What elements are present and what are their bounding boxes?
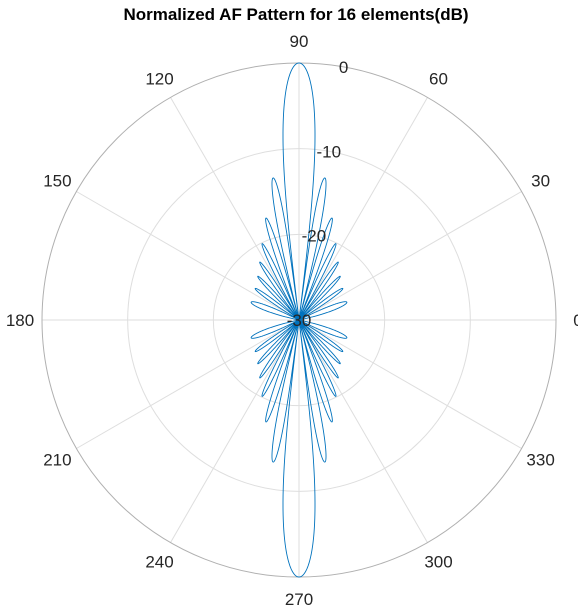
theta-gridline bbox=[170, 97, 300, 321]
r-tick-label: -10 bbox=[316, 142, 341, 161]
theta-tick-label: 210 bbox=[43, 451, 71, 470]
r-gridline-ring bbox=[127, 148, 471, 492]
r-tick-labels: -30 -20 -10 0 bbox=[287, 58, 349, 330]
theta-tick-label: 120 bbox=[145, 69, 173, 88]
r-tick-label: -20 bbox=[302, 227, 327, 246]
theta-gridline bbox=[76, 191, 300, 321]
theta-gridline bbox=[298, 191, 522, 321]
r-tick-label: 0 bbox=[339, 58, 348, 77]
theta-tick-label: 240 bbox=[145, 553, 173, 572]
theta-tick-label: 330 bbox=[526, 451, 554, 470]
theta-tick-label: 270 bbox=[285, 590, 313, 608]
chart-title: Normalized AF Pattern for 16 elements(dB… bbox=[123, 5, 468, 24]
theta-tick-label: 30 bbox=[531, 172, 550, 191]
af-pattern-line bbox=[250, 62, 348, 578]
theta-gridline bbox=[76, 319, 300, 449]
theta-tick-label: 180 bbox=[6, 311, 34, 330]
theta-gridline bbox=[298, 319, 428, 543]
theta-gridline bbox=[170, 319, 300, 543]
theta-tick-label: 150 bbox=[43, 172, 71, 191]
theta-tick-label: 300 bbox=[424, 553, 452, 572]
polar-grid bbox=[41, 62, 557, 578]
theta-tick-labels: 0 30 60 90 120 150 180 210 240 270 300 330 bbox=[6, 32, 578, 608]
theta-tick-label: 60 bbox=[429, 69, 448, 88]
theta-tick-label: 90 bbox=[290, 32, 309, 51]
series-layer bbox=[250, 62, 348, 578]
theta-gridline bbox=[298, 97, 428, 321]
r-gridline-ring bbox=[212, 233, 386, 407]
r-tick-label: -30 bbox=[287, 311, 312, 330]
theta-tick-label: 0 bbox=[573, 311, 578, 330]
theta-gridline bbox=[298, 319, 522, 449]
